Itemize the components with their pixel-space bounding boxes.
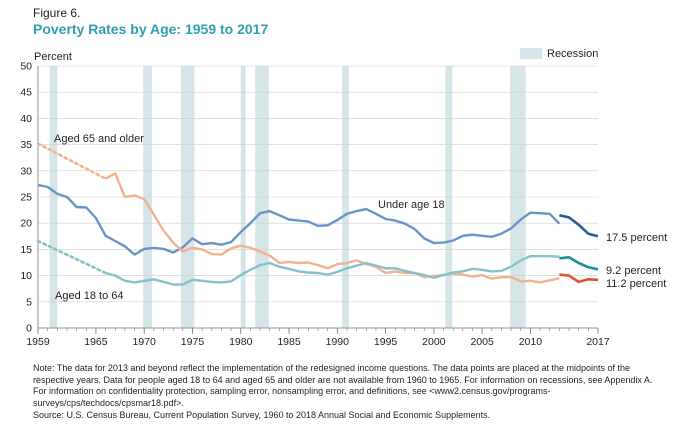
y-tick-label: 20	[20, 218, 32, 230]
series-lines	[36, 142, 599, 286]
x-tick-label: 1980	[229, 336, 253, 348]
series-gap-aged-18-64	[36, 239, 107, 275]
figure-label: Figure 6.	[33, 6, 81, 20]
series-gap-aged-65-plus	[36, 142, 107, 180]
y-tick-label: 30	[20, 165, 32, 177]
annotations: Recession Under age 18 Aged 65 and older Ag…	[54, 48, 667, 302]
series-line-new-aged-18-64	[559, 256, 599, 271]
chart-title: Poverty Rates by Age: 1959 to 2017	[33, 21, 269, 37]
y-tick-label: 40	[20, 113, 32, 125]
y-tick-label: 35	[20, 139, 32, 151]
y-tick-label: 45	[20, 87, 32, 99]
end-label: 11.2 percent	[606, 278, 666, 290]
x-tick-label: 1975	[181, 336, 205, 348]
poverty-rate-chart: 0 5 10 15 20 25 30 35 40 45 50 1959 1965 1970 1975 1980…	[20, 48, 667, 348]
series-line-new-aged-65-plus	[559, 273, 599, 284]
source-text: Source: U.S. Census Bureau, Current Popu…	[33, 410, 491, 421]
y-tick-label: 25	[20, 192, 32, 204]
y-axis-label: Percent	[34, 51, 72, 63]
y-tick-label: 50	[20, 61, 32, 73]
x-tick-label: 1995	[374, 336, 398, 348]
x-tick-label: 2017	[586, 336, 610, 348]
series-line-aged-65-plus	[105, 172, 560, 284]
label-aged-18-64: Aged 18 to 64	[55, 290, 124, 302]
axes: 0 5 10 15 20 25 30 35 40 45 50 1959 1965 1970 1975 1980…	[20, 51, 610, 348]
chart-notes: Note: The data for 2013 and beyond refle…	[33, 363, 653, 422]
x-tick-label: 1965	[84, 336, 108, 348]
y-tick-label: 5	[26, 296, 32, 308]
x-tick-label: 2005	[470, 336, 494, 348]
legend-swatch	[520, 48, 542, 59]
x-tick-label: 1970	[133, 336, 157, 348]
legend-label: Recession	[547, 48, 598, 60]
series-line-new-under-18	[559, 214, 599, 238]
note-text: Note: The data for 2013 and beyond refle…	[33, 363, 653, 408]
y-tick-label: 10	[20, 270, 32, 282]
label-under-18: Under age 18	[378, 199, 445, 211]
x-tick-label: 2000	[422, 336, 446, 348]
y-tick-label: 15	[20, 244, 32, 256]
series-line-under-18	[37, 183, 561, 256]
x-tick-label: 1990	[326, 336, 350, 348]
x-tick-label: 2010	[519, 336, 543, 348]
series-line-aged-18-64	[105, 255, 560, 286]
end-label: 17.5 percent	[606, 232, 667, 244]
x-tick-label: 1959	[26, 336, 50, 348]
label-aged-65-plus: Aged 65 and older	[54, 133, 144, 145]
y-tick-label: 0	[26, 323, 32, 335]
x-tick-label: 1985	[277, 336, 301, 348]
end-label: 9.2 percent	[606, 265, 661, 277]
